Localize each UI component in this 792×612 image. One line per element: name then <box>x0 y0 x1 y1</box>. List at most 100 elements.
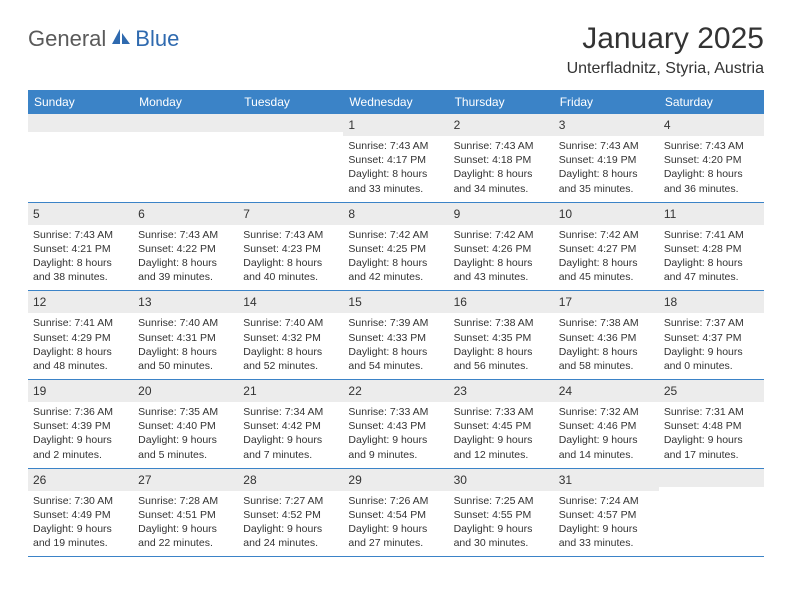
day-info: Sunrise: 7:35 AMSunset: 4:40 PMDaylight:… <box>138 405 233 462</box>
day-info: Sunrise: 7:25 AMSunset: 4:55 PMDaylight:… <box>454 494 549 551</box>
day-number: 24 <box>559 384 572 398</box>
day-cell-26: 26 Sunrise: 7:30 AMSunset: 4:49 PMDayligh… <box>28 469 133 557</box>
day-number: 11 <box>664 207 676 221</box>
day-info: Sunrise: 7:38 AMSunset: 4:35 PMDaylight:… <box>454 316 549 373</box>
day-num-row: 2 <box>449 114 554 136</box>
day-cell-12: 12 Sunrise: 7:41 AMSunset: 4:29 PMDayligh… <box>28 291 133 379</box>
weekday-friday: Friday <box>554 90 659 114</box>
day-info: Sunrise: 7:36 AMSunset: 4:39 PMDaylight:… <box>33 405 128 462</box>
day-number: 22 <box>348 384 361 398</box>
day-num-row: 19 <box>28 380 133 402</box>
weekday-sunday: Sunday <box>28 90 133 114</box>
day-cell-13: 13 Sunrise: 7:40 AMSunset: 4:31 PMDayligh… <box>133 291 238 379</box>
weeks-container: 1 Sunrise: 7:43 AMSunset: 4:17 PMDaylight… <box>28 114 764 557</box>
day-cell-7: 7 Sunrise: 7:43 AMSunset: 4:23 PMDaylight… <box>238 203 343 291</box>
week-row: 12 Sunrise: 7:41 AMSunset: 4:29 PMDayligh… <box>28 291 764 380</box>
day-cell-28: 28 Sunrise: 7:27 AMSunset: 4:52 PMDayligh… <box>238 469 343 557</box>
day-info: Sunrise: 7:30 AMSunset: 4:49 PMDaylight:… <box>33 494 128 551</box>
empty-day-num-row <box>28 114 133 132</box>
day-info: Sunrise: 7:41 AMSunset: 4:28 PMDaylight:… <box>664 228 759 285</box>
day-cell-8: 8 Sunrise: 7:42 AMSunset: 4:25 PMDaylight… <box>343 203 448 291</box>
weekday-header-row: SundayMondayTuesdayWednesdayThursdayFrid… <box>28 90 764 114</box>
day-info: Sunrise: 7:33 AMSunset: 4:45 PMDaylight:… <box>454 405 549 462</box>
day-info: Sunrise: 7:31 AMSunset: 4:48 PMDaylight:… <box>664 405 759 462</box>
logo: General Blue <box>28 26 179 52</box>
empty-day-cell <box>659 469 764 557</box>
day-info: Sunrise: 7:42 AMSunset: 4:27 PMDaylight:… <box>559 228 654 285</box>
day-cell-10: 10 Sunrise: 7:42 AMSunset: 4:27 PMDayligh… <box>554 203 659 291</box>
day-info: Sunrise: 7:43 AMSunset: 4:23 PMDaylight:… <box>243 228 338 285</box>
day-cell-1: 1 Sunrise: 7:43 AMSunset: 4:17 PMDaylight… <box>343 114 448 202</box>
day-number: 14 <box>243 295 256 309</box>
day-cell-27: 27 Sunrise: 7:28 AMSunset: 4:51 PMDayligh… <box>133 469 238 557</box>
day-num-row: 7 <box>238 203 343 225</box>
day-number: 4 <box>664 118 671 132</box>
day-number: 26 <box>33 473 46 487</box>
day-num-row: 8 <box>343 203 448 225</box>
day-num-row: 27 <box>133 469 238 491</box>
day-cell-30: 30 Sunrise: 7:25 AMSunset: 4:55 PMDayligh… <box>449 469 554 557</box>
weekday-saturday: Saturday <box>659 90 764 114</box>
day-num-row: 30 <box>449 469 554 491</box>
day-num-row: 12 <box>28 291 133 313</box>
day-number: 20 <box>138 384 151 398</box>
day-cell-16: 16 Sunrise: 7:38 AMSunset: 4:35 PMDayligh… <box>449 291 554 379</box>
location-text: Unterfladnitz, Styria, Austria <box>567 60 764 78</box>
day-info: Sunrise: 7:43 AMSunset: 4:20 PMDaylight:… <box>664 139 759 196</box>
day-number: 8 <box>348 207 355 221</box>
day-number: 13 <box>138 295 151 309</box>
day-cell-20: 20 Sunrise: 7:35 AMSunset: 4:40 PMDayligh… <box>133 380 238 468</box>
day-cell-22: 22 Sunrise: 7:33 AMSunset: 4:43 PMDayligh… <box>343 380 448 468</box>
day-num-row: 22 <box>343 380 448 402</box>
day-num-row: 3 <box>554 114 659 136</box>
day-number: 29 <box>348 473 361 487</box>
day-number: 3 <box>559 118 566 132</box>
day-number: 7 <box>243 207 250 221</box>
week-row: 19 Sunrise: 7:36 AMSunset: 4:39 PMDayligh… <box>28 380 764 469</box>
week-row: 5Sunrise: 7:43 AMSunset: 4:21 PMDaylight… <box>28 203 764 292</box>
day-num-row: 18 <box>659 291 764 313</box>
day-num-row: 21 <box>238 380 343 402</box>
day-info: Sunrise: 7:43 AMSunset: 4:22 PMDaylight:… <box>138 228 233 285</box>
day-info: Sunrise: 7:24 AMSunset: 4:57 PMDaylight:… <box>559 494 654 551</box>
day-info: Sunrise: 7:41 AMSunset: 4:29 PMDaylight:… <box>33 316 128 373</box>
day-cell-25: 25 Sunrise: 7:31 AMSunset: 4:48 PMDayligh… <box>659 380 764 468</box>
day-info: Sunrise: 7:33 AMSunset: 4:43 PMDaylight:… <box>348 405 443 462</box>
day-number: 5 <box>33 207 40 221</box>
weekday-wednesday: Wednesday <box>343 90 448 114</box>
day-cell-19: 19 Sunrise: 7:36 AMSunset: 4:39 PMDayligh… <box>28 380 133 468</box>
day-num-row: 10 <box>554 203 659 225</box>
day-num-row: 25 <box>659 380 764 402</box>
day-number: 27 <box>138 473 151 487</box>
day-number: 19 <box>33 384 46 398</box>
weekday-thursday: Thursday <box>449 90 554 114</box>
day-number: 31 <box>559 473 572 487</box>
day-info: Sunrise: 7:43 AMSunset: 4:19 PMDaylight:… <box>559 139 654 196</box>
title-block: January 2025 Unterfladnitz, Styria, Aust… <box>567 22 764 78</box>
day-num-row: 29 <box>343 469 448 491</box>
calendar-page: General Blue January 2025 Unterfladnitz,… <box>0 0 792 557</box>
day-num-row: 14 <box>238 291 343 313</box>
day-info: Sunrise: 7:40 AMSunset: 4:31 PMDaylight:… <box>138 316 233 373</box>
day-cell-2: 2Sunrise: 7:43 AMSunset: 4:18 PMDaylight… <box>449 114 554 202</box>
empty-day-num-row <box>659 469 764 487</box>
day-number: 21 <box>243 384 256 398</box>
day-cell-23: 23Sunrise: 7:33 AMSunset: 4:45 PMDayligh… <box>449 380 554 468</box>
day-num-row: 28 <box>238 469 343 491</box>
day-num-row: 11 <box>659 203 764 225</box>
day-info: Sunrise: 7:27 AMSunset: 4:52 PMDaylight:… <box>243 494 338 551</box>
day-number: 16 <box>454 295 467 309</box>
day-number: 10 <box>559 207 572 221</box>
week-row: 1 Sunrise: 7:43 AMSunset: 4:17 PMDaylight… <box>28 114 764 203</box>
day-cell-21: 21Sunrise: 7:34 AMSunset: 4:42 PMDayligh… <box>238 380 343 468</box>
day-info: Sunrise: 7:32 AMSunset: 4:46 PMDaylight:… <box>559 405 654 462</box>
day-info: Sunrise: 7:28 AMSunset: 4:51 PMDaylight:… <box>138 494 233 551</box>
day-number: 2 <box>454 118 461 132</box>
day-info: Sunrise: 7:43 AMSunset: 4:17 PMDaylight:… <box>348 139 443 196</box>
day-info: Sunrise: 7:42 AMSunset: 4:25 PMDaylight:… <box>348 228 443 285</box>
day-number: 28 <box>243 473 256 487</box>
day-number: 30 <box>454 473 467 487</box>
day-num-row: 1 <box>343 114 448 136</box>
logo-sail-icon <box>110 27 132 52</box>
day-num-row: 15 <box>343 291 448 313</box>
